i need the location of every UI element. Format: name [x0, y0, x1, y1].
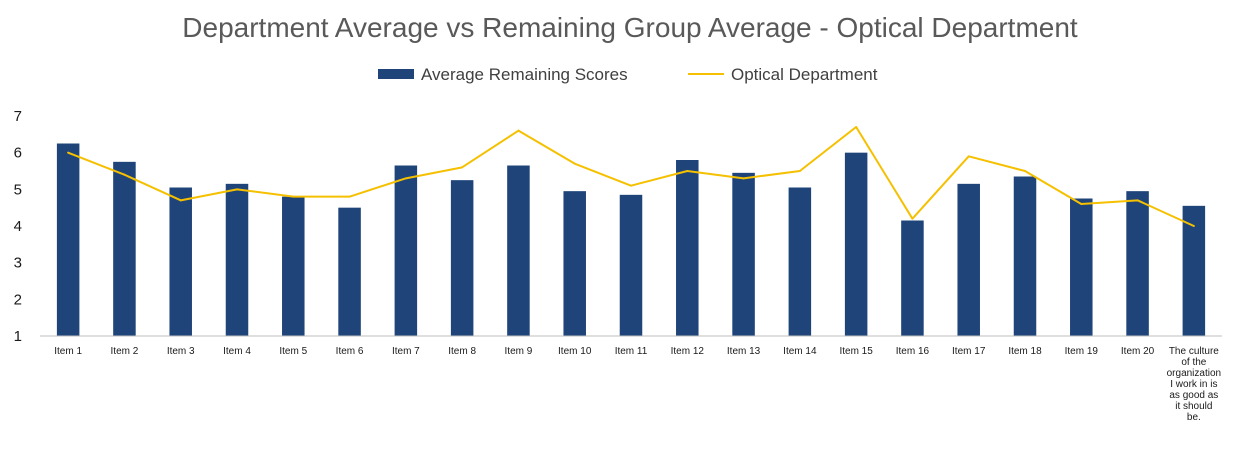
- line-point: [911, 217, 914, 220]
- x-tick-label: Item 19: [1065, 346, 1099, 357]
- bar: [394, 165, 418, 336]
- bar: [450, 180, 474, 336]
- line-series: [67, 126, 1195, 227]
- line-point: [292, 195, 295, 198]
- x-tick-label: Item 3: [167, 346, 195, 357]
- x-tick-label: Item 14: [783, 346, 817, 357]
- x-tick-label: Item 18: [1008, 346, 1042, 357]
- line-point: [404, 177, 407, 180]
- bar-series: [56, 143, 1206, 336]
- legend-label-bars: Average Remaining Scores: [421, 65, 628, 84]
- x-tick-label: Item 13: [727, 346, 761, 357]
- line-point: [236, 188, 238, 191]
- bar: [507, 165, 530, 336]
- line-point: [67, 151, 70, 154]
- y-tick-label: 6: [14, 145, 22, 162]
- bar: [113, 161, 136, 336]
- x-tick-label: The culture of the organization I work in i…: [1167, 346, 1221, 423]
- x-tick-label: Item 17: [952, 346, 986, 357]
- x-tick-label: Item 8: [448, 346, 476, 357]
- y-tick-label: 7: [14, 108, 22, 125]
- x-tick-label: Item 1: [54, 346, 82, 357]
- line-point: [630, 184, 632, 187]
- bar: [1013, 176, 1037, 336]
- bar: [676, 160, 699, 336]
- y-tick-label: 2: [14, 291, 22, 308]
- line-point: [517, 129, 520, 132]
- line-point: [1136, 199, 1139, 202]
- bar: [957, 183, 980, 336]
- x-tick-label: Item 9: [505, 346, 533, 357]
- line-point: [573, 162, 576, 165]
- line-point: [461, 166, 464, 169]
- y-tick-label: 1: [14, 328, 22, 345]
- bar: [1070, 198, 1093, 336]
- bar: [788, 187, 812, 336]
- x-tick-label: Item 20: [1121, 346, 1155, 357]
- line-point: [1024, 170, 1026, 172]
- x-tick-label: Item 7: [392, 346, 420, 357]
- y-tick-label: 4: [14, 218, 22, 235]
- x-axis-labels: Item 1 Item 2 Item 3 Item 4 Item 5 Item 6 Item…: [54, 346, 1221, 423]
- bar: [563, 191, 586, 336]
- bar: [56, 143, 80, 336]
- bar: [901, 220, 924, 336]
- bar: [1126, 191, 1149, 336]
- bar: [225, 183, 249, 336]
- x-tick-label: Item 6: [336, 346, 364, 357]
- y-tick-label: 5: [14, 181, 22, 198]
- bar: [844, 152, 868, 336]
- line-point: [179, 199, 182, 202]
- x-tick-label: Item 10: [558, 346, 592, 357]
- legend-swatch-bars: [378, 69, 414, 79]
- line-point: [742, 177, 745, 180]
- line-point: [348, 195, 351, 198]
- bar: [282, 196, 305, 336]
- line-point: [1192, 225, 1195, 227]
- line-point: [967, 155, 970, 158]
- bar: [619, 194, 643, 336]
- x-tick-label: Item 11: [615, 346, 648, 357]
- x-tick-label: Item 4: [223, 346, 251, 357]
- bar: [169, 187, 192, 336]
- line-point: [855, 126, 858, 128]
- line-point: [686, 170, 689, 172]
- bar: [338, 207, 361, 336]
- x-tick-label: Item 15: [839, 346, 873, 357]
- x-tick-label: Item 12: [671, 346, 705, 357]
- legend: Average Remaining Scores Optical Departm…: [378, 65, 878, 84]
- y-tick-label: 3: [14, 255, 22, 272]
- x-tick-label: Item 16: [896, 346, 930, 357]
- bar: [732, 172, 755, 336]
- chart-title: Department Average vs Remaining Group Av…: [182, 12, 1078, 43]
- x-tick-label: Item 2: [111, 346, 139, 357]
- bar: [1182, 205, 1206, 336]
- line-point: [798, 170, 801, 172]
- x-tick-label: Item 5: [279, 346, 307, 357]
- line-point: [1080, 203, 1083, 205]
- line-point: [123, 173, 126, 176]
- legend-label-line: Optical Department: [731, 65, 878, 84]
- y-axis: 1 2 3 4 5 6 7: [14, 108, 22, 345]
